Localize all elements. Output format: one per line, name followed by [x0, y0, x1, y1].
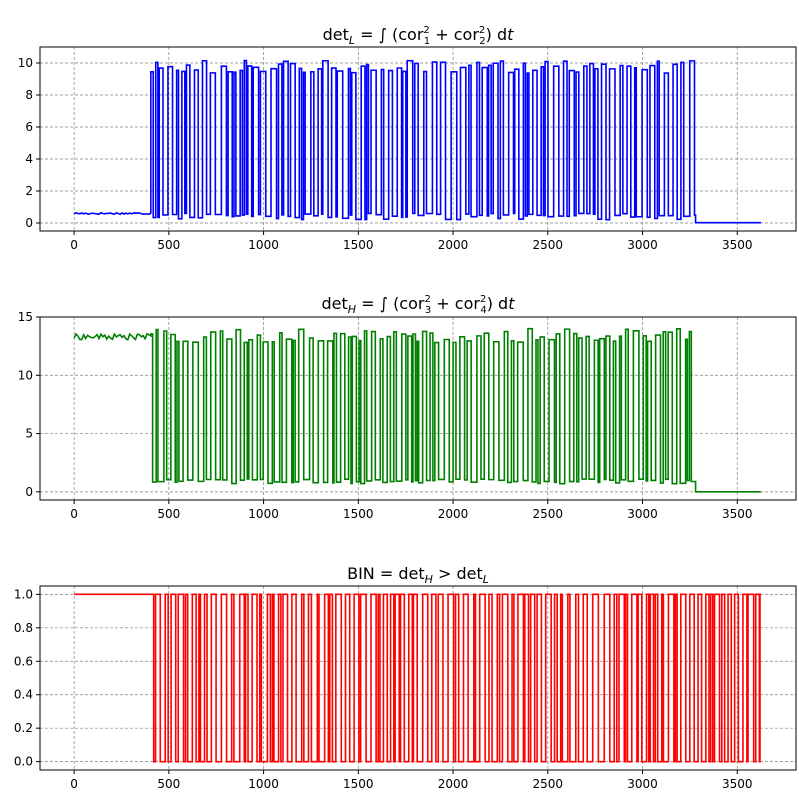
x-tick-label: 2500 [533, 507, 564, 521]
chart-title-part: det [323, 25, 349, 44]
chart-title-part: t [508, 294, 515, 313]
x-tick-label: 2500 [533, 238, 564, 252]
chart-title-part: L [483, 573, 489, 586]
x-tick-label: 1000 [248, 238, 279, 252]
chart-title-part: 2 [479, 36, 485, 47]
y-tick-label: 15 [18, 310, 33, 324]
x-tick-label: 500 [157, 777, 180, 791]
y-tick-label: 10 [18, 368, 33, 382]
chart-title-part: 1 [424, 36, 430, 47]
chart-title-part: det [322, 294, 348, 313]
y-tick-label: 0.8 [14, 621, 33, 635]
x-tick-label: 500 [157, 507, 180, 521]
chart-title-part: H [425, 573, 433, 586]
chart-title: detH = ∫ (cor2 3 + cor2 4) dt [322, 294, 516, 316]
y-tick-label: 6 [25, 120, 33, 134]
x-tick-label: 1500 [343, 507, 374, 521]
chart-title-part: 2 [424, 294, 430, 305]
chart-title-part: 4 [480, 305, 486, 316]
y-tick-label: 0 [25, 216, 33, 230]
x-tick-label: 1000 [248, 777, 279, 791]
chart-panel-bin: 0 500 1000 1500 2000 2500 3000 3500 0.0 0.2 0.4 0.6… [14, 564, 797, 791]
y-tick-label: 10 [18, 56, 33, 70]
chart-title-part: ) d [486, 25, 507, 44]
y-tick-label: 4 [25, 152, 33, 166]
chart-title-part: L [349, 34, 355, 47]
y-tick-label: 1.0 [14, 587, 33, 601]
x-tick-label: 3500 [722, 507, 753, 521]
x-tick-label: 2000 [438, 238, 469, 252]
chart-title-part: > det [433, 564, 483, 583]
chart-title-part: + cor [430, 25, 479, 44]
chart-title: detL = ∫ (cor2 1 + cor2 2) dt [323, 25, 515, 47]
chart-title-part: 3 [425, 305, 431, 316]
x-tick-label: 1000 [248, 507, 279, 521]
series-line-det-h [73, 327, 761, 493]
x-tick-label: 2500 [533, 777, 564, 791]
chart-title-part: = ∫ (cor [355, 25, 424, 44]
x-tick-label: 3500 [722, 238, 753, 252]
x-tick-label: 2000 [438, 507, 469, 521]
chart-title-part: 2 [479, 25, 485, 36]
y-tick-label: 0.0 [14, 755, 33, 769]
x-tick-label: 0 [70, 238, 78, 252]
x-tick-label: 0 [70, 507, 78, 521]
chart-title-part: t [507, 25, 514, 44]
chart-title: BIN = detH > detL [347, 564, 489, 586]
chart-title-part: 2 [423, 25, 429, 36]
x-tick-label: 3000 [627, 777, 658, 791]
axes-frame [39, 46, 797, 232]
y-tick-label: 0 [25, 485, 33, 499]
x-tick-label: 3000 [627, 238, 658, 252]
x-tick-label: 2000 [438, 777, 469, 791]
x-tick-label: 1500 [343, 777, 374, 791]
y-tick-label: 0.4 [14, 688, 33, 702]
x-tick-label: 3500 [722, 777, 753, 791]
chart-title-part: ) d [487, 294, 508, 313]
chart-panel-det-h: 0 500 1000 1500 2000 2500 3000 3500 0 5 10 15 detH =… [18, 294, 797, 521]
y-tick-label: 0.2 [14, 721, 33, 735]
y-tick-label: 0.6 [14, 654, 33, 668]
chart-title-part: BIN = det [347, 564, 425, 583]
chart-title-part: = ∫ (cor [356, 294, 425, 313]
chart-title-part: H [348, 303, 356, 316]
chart-panel-det-l: 0 500 1000 1500 2000 2500 3000 35000246810detL … [18, 25, 797, 252]
y-tick-label: 8 [25, 88, 33, 102]
chart-title-part: + cor [431, 294, 480, 313]
x-tick-label: 3000 [627, 507, 658, 521]
series-line-bin [74, 593, 761, 763]
y-tick-label: 2 [25, 184, 33, 198]
x-tick-label: 1500 [343, 238, 374, 252]
x-tick-label: 0 [70, 777, 78, 791]
axes-frame [39, 316, 797, 501]
chart-title-part: 2 [480, 294, 486, 305]
axes-frame [39, 585, 797, 771]
x-tick-label: 500 [157, 238, 180, 252]
y-tick-label: 5 [25, 427, 33, 441]
series-line-det-l [73, 59, 761, 224]
